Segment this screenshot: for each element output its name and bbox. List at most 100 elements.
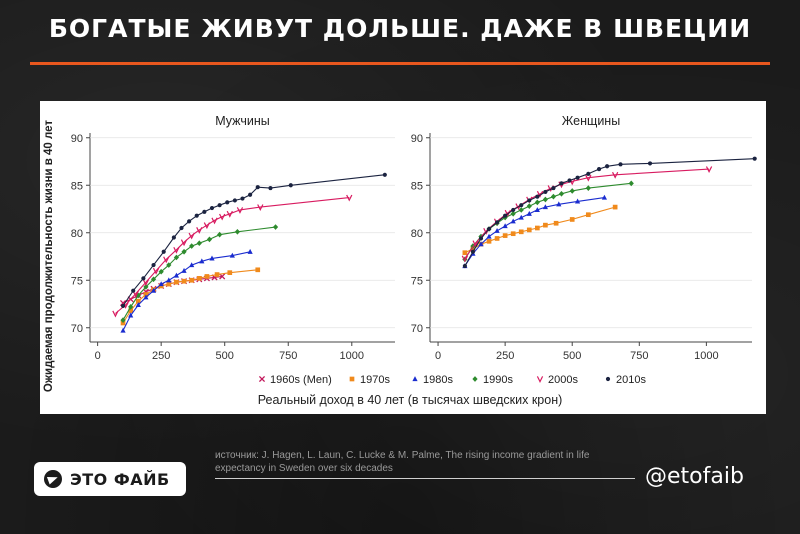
- data-point: [187, 219, 192, 224]
- legend-marker: [605, 376, 611, 382]
- data-point: [199, 258, 205, 264]
- data-point: [585, 174, 592, 182]
- x-tick-label: 250: [496, 350, 514, 362]
- data-point: [226, 210, 233, 218]
- x-tick-label: 750: [279, 350, 297, 362]
- data-point: [257, 204, 264, 212]
- data-point: [567, 178, 572, 183]
- y-tick-label: 75: [71, 275, 83, 287]
- legend-marker: [258, 375, 266, 383]
- data-point: [494, 236, 500, 241]
- data-point: [511, 207, 516, 213]
- data-point: [556, 201, 562, 207]
- y-tick-label: 80: [71, 228, 83, 240]
- data-point: [486, 226, 492, 232]
- legend-label: 1970s: [360, 374, 390, 386]
- data-point: [462, 263, 467, 269]
- data-point: [574, 198, 581, 204]
- series-line: [464, 197, 605, 267]
- data-point: [161, 249, 166, 254]
- chart-panel: Ожидаемая продолжительность жизни в 40 л…: [40, 101, 766, 414]
- y-axis-label: Ожидаемая продолжительность жизни в 40 л…: [43, 120, 55, 392]
- channel-handle[interactable]: @etofaib: [645, 464, 744, 489]
- data-point: [181, 248, 187, 255]
- data-point: [542, 204, 548, 210]
- series-6: [120, 172, 387, 308]
- series-4: [462, 180, 634, 263]
- data-point: [204, 274, 210, 279]
- x-tick-label: 750: [630, 350, 648, 362]
- chart-svg: Ожидаемая продолжительность жизни в 40 л…: [43, 114, 757, 407]
- data-point: [585, 212, 591, 218]
- data-point: [534, 207, 540, 213]
- panel-title: Женщины: [562, 114, 620, 128]
- data-point: [543, 189, 548, 194]
- data-point: [536, 190, 544, 198]
- y-tick-label: 75: [411, 275, 423, 287]
- y-tick-label: 90: [411, 133, 423, 145]
- y-tick-label: 80: [411, 228, 423, 240]
- data-point: [462, 250, 468, 256]
- data-point: [494, 227, 500, 233]
- y-tick-label: 70: [411, 323, 423, 335]
- data-point: [181, 278, 187, 284]
- data-point: [503, 213, 508, 218]
- panel-title: Мужчины: [215, 114, 270, 128]
- data-point: [179, 225, 184, 231]
- data-point: [194, 213, 199, 218]
- data-point: [596, 167, 602, 172]
- data-point: [135, 302, 141, 308]
- x-axis-label: Реальный доход в 40 лет (в тысячах шведс…: [258, 393, 563, 407]
- x-tick-label: 250: [152, 350, 170, 362]
- data-point: [143, 294, 149, 300]
- legend-label: 1990s: [483, 374, 513, 386]
- data-point: [219, 273, 226, 280]
- y-tick-label: 85: [71, 180, 83, 192]
- data-point: [510, 210, 516, 217]
- data-point: [128, 308, 134, 313]
- data-point: [510, 218, 516, 224]
- data-point: [526, 203, 532, 210]
- series-line: [115, 197, 350, 314]
- data-point: [214, 272, 220, 277]
- data-point: [534, 225, 540, 231]
- y-tick-label: 70: [71, 323, 83, 335]
- data-point: [131, 288, 136, 293]
- legend-label: 2000s: [548, 374, 578, 386]
- data-point: [189, 243, 195, 249]
- data-point: [236, 207, 244, 214]
- data-point: [128, 312, 134, 318]
- series-2: [120, 267, 261, 326]
- panel-1: Мужчины 70 75 80 85 90 0 250 500 750 1000: [71, 114, 395, 362]
- series-4: [120, 224, 279, 324]
- data-point: [526, 227, 532, 233]
- data-point: [542, 196, 548, 203]
- legend-entry: 1980s: [412, 374, 453, 386]
- data-point: [255, 185, 260, 190]
- data-point: [510, 231, 516, 237]
- data-point: [180, 239, 188, 247]
- x-tick-label: 0: [95, 350, 101, 362]
- data-point: [141, 276, 146, 281]
- data-point: [150, 287, 157, 293]
- data-point: [478, 241, 484, 247]
- data-point: [166, 277, 172, 283]
- data-point: [526, 210, 532, 216]
- legend-marker: [349, 376, 355, 382]
- x-tick-label: 1000: [694, 350, 718, 362]
- data-point: [166, 281, 172, 287]
- data-point: [272, 224, 279, 230]
- x-tick-label: 500: [216, 350, 234, 362]
- data-point: [461, 255, 469, 263]
- data-point: [288, 183, 293, 188]
- data-point: [502, 223, 508, 229]
- data-point: [181, 267, 187, 273]
- data-point: [166, 262, 172, 268]
- data-point: [559, 181, 564, 186]
- x-tick-label: 500: [563, 350, 581, 362]
- data-point: [535, 194, 540, 199]
- data-point: [486, 238, 492, 244]
- data-point: [211, 217, 218, 225]
- brand-logo[interactable]: ЭТО ФАЙБ: [34, 462, 186, 496]
- data-point: [268, 186, 273, 191]
